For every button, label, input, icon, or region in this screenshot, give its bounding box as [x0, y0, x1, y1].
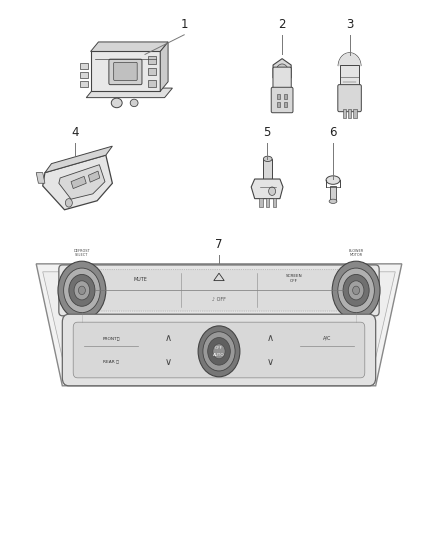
Circle shape: [65, 199, 72, 207]
Text: 3: 3: [346, 18, 353, 30]
Text: ∧: ∧: [164, 333, 172, 343]
FancyBboxPatch shape: [338, 85, 361, 112]
Bar: [353, 109, 357, 117]
FancyBboxPatch shape: [62, 314, 376, 386]
Text: 1: 1: [180, 18, 188, 30]
Bar: [263, 159, 272, 179]
Circle shape: [343, 274, 369, 306]
Polygon shape: [88, 171, 100, 182]
Bar: [277, 102, 280, 108]
Bar: [80, 63, 88, 69]
Circle shape: [268, 187, 276, 196]
FancyBboxPatch shape: [73, 322, 365, 378]
Text: ∨: ∨: [266, 357, 274, 367]
Bar: [340, 65, 359, 87]
Polygon shape: [338, 53, 361, 66]
Bar: [272, 198, 276, 207]
FancyBboxPatch shape: [114, 62, 137, 80]
Polygon shape: [36, 173, 45, 183]
Circle shape: [332, 261, 380, 319]
Circle shape: [74, 281, 90, 300]
Bar: [148, 56, 156, 63]
Text: REAR ⛺: REAR ⛺: [103, 359, 119, 363]
Text: DEFROST
SELECT: DEFROST SELECT: [74, 249, 90, 257]
Ellipse shape: [263, 156, 272, 161]
Text: 2: 2: [279, 18, 286, 30]
Circle shape: [338, 268, 374, 313]
Bar: [284, 102, 287, 108]
Bar: [343, 109, 346, 117]
FancyBboxPatch shape: [109, 59, 142, 85]
Polygon shape: [86, 88, 173, 98]
Text: 5: 5: [263, 126, 271, 139]
Bar: [277, 94, 280, 99]
Polygon shape: [43, 272, 395, 378]
Polygon shape: [91, 52, 160, 91]
Bar: [148, 79, 156, 87]
Text: ∧: ∧: [266, 333, 274, 343]
Bar: [348, 109, 351, 117]
Polygon shape: [36, 264, 402, 386]
Text: A/C: A/C: [323, 335, 331, 340]
Bar: [266, 198, 269, 207]
Polygon shape: [59, 165, 105, 199]
Bar: [80, 80, 88, 87]
Text: 4: 4: [72, 126, 79, 139]
Circle shape: [64, 268, 100, 313]
Circle shape: [276, 64, 288, 79]
Ellipse shape: [130, 99, 138, 107]
Bar: [330, 187, 336, 201]
Polygon shape: [160, 42, 168, 91]
Text: AUTO: AUTO: [213, 353, 225, 357]
Circle shape: [198, 326, 240, 377]
Circle shape: [213, 344, 225, 359]
Text: BLOWER
MOTOR: BLOWER MOTOR: [349, 249, 364, 257]
Text: MUTE: MUTE: [134, 277, 148, 282]
FancyBboxPatch shape: [271, 87, 293, 113]
Circle shape: [353, 286, 360, 295]
Polygon shape: [91, 42, 168, 52]
Bar: [259, 198, 263, 207]
FancyBboxPatch shape: [273, 67, 291, 92]
Polygon shape: [273, 59, 291, 84]
Text: ♪ OFF: ♪ OFF: [212, 297, 226, 302]
Bar: [80, 71, 88, 78]
Bar: [284, 94, 287, 99]
Bar: [148, 68, 156, 75]
FancyBboxPatch shape: [71, 270, 367, 311]
Polygon shape: [71, 176, 86, 189]
Circle shape: [203, 332, 235, 371]
FancyBboxPatch shape: [59, 265, 379, 316]
Circle shape: [78, 286, 85, 295]
Text: SCREEN
OFF: SCREEN OFF: [286, 274, 303, 283]
Circle shape: [69, 274, 95, 306]
Text: FRONT⛺: FRONT⛺: [102, 336, 120, 340]
Polygon shape: [43, 155, 113, 210]
Ellipse shape: [111, 98, 122, 108]
Polygon shape: [251, 179, 283, 199]
Circle shape: [58, 261, 106, 319]
Text: OFF: OFF: [215, 345, 223, 350]
Text: 7: 7: [215, 238, 223, 251]
Text: 6: 6: [329, 126, 337, 139]
Text: ∨: ∨: [164, 357, 172, 367]
Circle shape: [348, 281, 364, 300]
Polygon shape: [45, 146, 113, 173]
Ellipse shape: [329, 199, 337, 204]
Ellipse shape: [326, 176, 340, 184]
Circle shape: [208, 337, 230, 365]
